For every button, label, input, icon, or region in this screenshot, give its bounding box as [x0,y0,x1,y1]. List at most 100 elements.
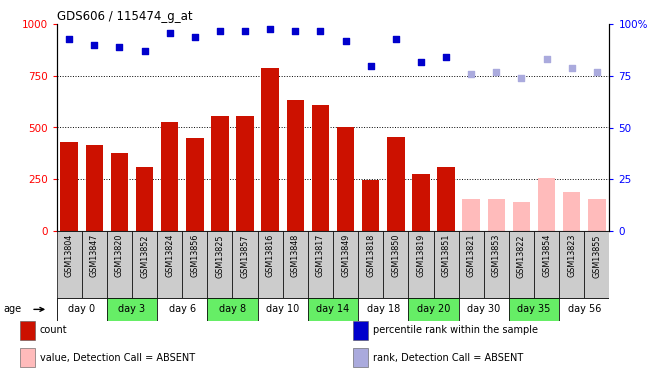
Bar [186,138,204,231]
Bar [182,231,207,298]
Bar [258,231,283,298]
Point [516,75,527,81]
Bar [20,321,35,340]
Bar [353,348,368,368]
Point [541,56,552,62]
Bar [488,199,505,231]
Point [390,36,401,42]
Bar [358,231,383,298]
Bar [111,153,129,231]
Text: GSM13856: GSM13856 [190,234,199,278]
Bar [308,298,358,321]
Text: GSM13823: GSM13823 [567,234,576,278]
Bar [484,231,509,298]
Bar [136,166,153,231]
Bar [408,231,434,298]
Bar [362,180,380,231]
Bar [438,166,455,231]
Bar [283,231,308,298]
Point [214,28,225,34]
Bar [157,298,207,321]
Bar [559,298,609,321]
Bar [337,128,354,231]
Text: day 18: day 18 [366,304,400,314]
Bar [286,100,304,231]
Bar [20,348,35,368]
Text: GSM13821: GSM13821 [467,234,476,278]
Text: GSM13804: GSM13804 [65,234,74,277]
Point [466,71,477,77]
Bar [211,116,228,231]
Text: day 10: day 10 [266,304,300,314]
Bar [509,231,534,298]
Bar [513,202,530,231]
Text: GDS606 / 115474_g_at: GDS606 / 115474_g_at [57,10,192,23]
Text: GSM13849: GSM13849 [341,234,350,278]
Text: GSM13852: GSM13852 [140,234,149,278]
Text: GSM13857: GSM13857 [240,234,250,278]
Point [64,36,75,42]
Bar [408,298,459,321]
Point [189,34,200,40]
Text: GSM13820: GSM13820 [115,234,124,278]
Point [491,69,501,75]
Text: day 30: day 30 [467,304,500,314]
Bar [236,116,254,231]
Point [340,38,351,44]
Bar [459,298,509,321]
Text: day 6: day 6 [168,304,196,314]
Bar [107,231,132,298]
Point [139,48,150,54]
Text: age: age [3,304,21,314]
Point [566,64,577,70]
Bar [61,142,78,231]
Bar [588,199,605,231]
Text: GSM13850: GSM13850 [392,234,400,278]
Bar [157,231,182,298]
Bar [161,122,178,231]
Text: value, Detection Call = ABSENT: value, Detection Call = ABSENT [40,352,195,363]
Bar [534,231,559,298]
Bar [537,178,555,231]
Point [290,28,300,34]
Text: GSM13854: GSM13854 [542,234,551,278]
Bar [358,298,408,321]
Text: day 20: day 20 [417,304,450,314]
Bar [353,321,368,340]
Text: GSM13824: GSM13824 [165,234,174,278]
Text: GSM13819: GSM13819 [416,234,426,278]
Text: GSM13816: GSM13816 [266,234,274,277]
Bar [232,231,258,298]
Text: day 14: day 14 [316,304,350,314]
Point [366,63,376,69]
Bar [57,298,107,321]
Bar [258,298,308,321]
Text: GSM13848: GSM13848 [291,234,300,277]
Text: GSM13853: GSM13853 [492,234,501,278]
Bar [82,231,107,298]
Point [265,26,276,32]
Text: day 56: day 56 [567,304,601,314]
Point [114,44,125,50]
Text: GSM13855: GSM13855 [592,234,601,278]
Bar [584,231,609,298]
Bar [387,137,405,231]
Bar [207,298,258,321]
Text: day 8: day 8 [219,304,246,314]
Text: GSM13825: GSM13825 [215,234,224,278]
Text: GSM13817: GSM13817 [316,234,325,278]
Text: GSM13818: GSM13818 [366,234,375,277]
Bar [308,231,333,298]
Bar [434,231,459,298]
Text: GSM13851: GSM13851 [442,234,451,278]
Bar [57,231,82,298]
Point [441,54,452,60]
Bar [333,231,358,298]
Text: day 3: day 3 [119,304,146,314]
Text: GSM13847: GSM13847 [90,234,99,278]
Bar [312,105,329,231]
Text: GSM13822: GSM13822 [517,234,526,278]
Bar [563,192,581,231]
Point [240,28,250,34]
Text: percentile rank within the sample: percentile rank within the sample [373,326,538,335]
